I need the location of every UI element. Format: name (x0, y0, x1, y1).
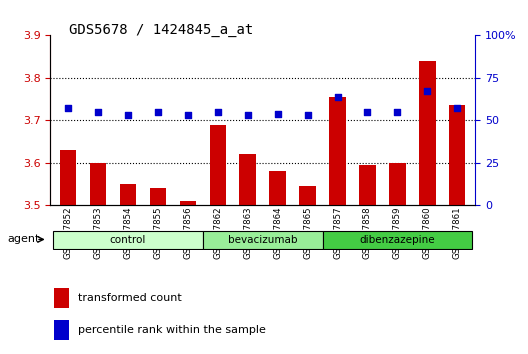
Bar (203, 231, 323, 249)
Bar (90, 163, 106, 205)
Bar (54, 288, 69, 308)
Text: agent: agent (7, 234, 40, 245)
Point (64, 105, 72, 111)
Bar (53, 231, 203, 249)
Bar (449, 105, 466, 205)
Point (453, 105, 461, 111)
Text: percentile rank within the sample: percentile rank within the sample (78, 325, 266, 335)
Bar (329, 97, 346, 205)
Text: bevacizumab: bevacizumab (228, 235, 297, 245)
Bar (269, 171, 286, 205)
Bar (389, 163, 406, 205)
Bar (180, 201, 196, 205)
Bar (419, 61, 436, 205)
Point (393, 109, 402, 115)
Text: transformed count: transformed count (78, 293, 182, 303)
Point (184, 113, 192, 118)
Text: control: control (110, 235, 146, 245)
Point (213, 109, 222, 115)
Point (154, 109, 162, 115)
Bar (54, 320, 69, 340)
Bar (299, 186, 316, 205)
Text: GDS5678 / 1424845_a_at: GDS5678 / 1424845_a_at (69, 23, 253, 37)
Point (124, 113, 132, 118)
Bar (359, 165, 376, 205)
Point (243, 113, 252, 118)
Point (94, 109, 102, 115)
Bar (60, 150, 77, 205)
Point (304, 113, 312, 118)
Bar (120, 184, 136, 205)
Bar (210, 125, 226, 205)
Point (363, 109, 372, 115)
Point (423, 88, 431, 94)
Bar (323, 231, 472, 249)
Point (274, 111, 282, 116)
Bar (240, 154, 256, 205)
Bar (149, 188, 166, 205)
Point (333, 94, 342, 99)
Text: dibenzazepine: dibenzazepine (360, 235, 435, 245)
